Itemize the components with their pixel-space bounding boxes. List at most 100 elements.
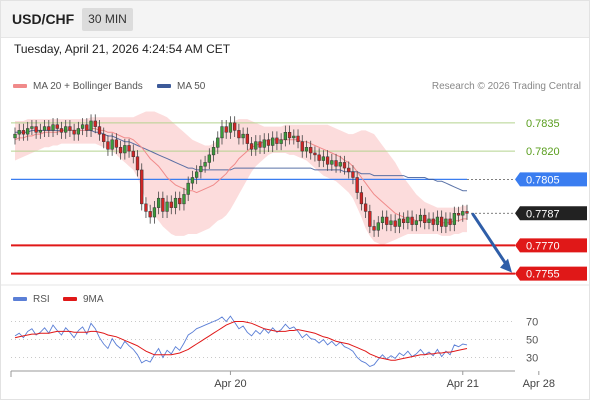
candle-body bbox=[389, 220, 393, 225]
candle bbox=[355, 170, 359, 200]
candle bbox=[55, 118, 59, 136]
candle-body bbox=[220, 126, 224, 139]
level-label-tag bbox=[515, 266, 587, 281]
candle-body bbox=[93, 120, 97, 127]
candle bbox=[148, 204, 152, 224]
candle bbox=[245, 127, 249, 151]
candle bbox=[249, 136, 254, 156]
legend-ma50: MA 50 bbox=[157, 81, 205, 92]
candle-body bbox=[287, 132, 292, 139]
candle bbox=[135, 150, 140, 177]
candle-body bbox=[309, 147, 313, 154]
candle bbox=[118, 140, 123, 160]
candle bbox=[456, 206, 461, 222]
candle bbox=[266, 133, 271, 153]
candles-group bbox=[13, 114, 469, 237]
rsi-tick-label: 30 bbox=[526, 353, 538, 365]
candle-body bbox=[195, 171, 199, 178]
candle-body bbox=[89, 120, 93, 131]
timeframe-badge[interactable]: 30 MIN bbox=[82, 8, 133, 31]
legend-swatch-ma50 bbox=[157, 84, 171, 89]
candle-body bbox=[64, 126, 68, 133]
candle bbox=[237, 123, 241, 145]
candle bbox=[368, 204, 372, 234]
candle bbox=[401, 212, 406, 230]
candle bbox=[254, 135, 258, 156]
candle-body bbox=[262, 139, 266, 148]
candle-body bbox=[292, 135, 296, 139]
candle-body bbox=[435, 216, 440, 225]
candle bbox=[76, 121, 81, 141]
candle bbox=[17, 123, 21, 141]
candle-body bbox=[13, 133, 17, 139]
candle-body bbox=[334, 160, 338, 167]
candle bbox=[287, 125, 292, 145]
candle bbox=[220, 120, 224, 145]
candle bbox=[21, 123, 26, 141]
chart-header: USD/CHF 30 MIN bbox=[1, 1, 589, 38]
candle-body bbox=[283, 132, 287, 141]
candle bbox=[182, 187, 186, 211]
candle-body bbox=[85, 124, 89, 131]
candle-body bbox=[418, 214, 423, 222]
forecast-arrow-shaft bbox=[471, 212, 509, 268]
candle-body bbox=[59, 128, 64, 133]
candle bbox=[161, 191, 165, 218]
candle bbox=[376, 216, 380, 237]
candle bbox=[380, 210, 385, 230]
candle-body bbox=[279, 139, 283, 144]
legend-label-ma50: MA 50 bbox=[177, 81, 206, 92]
candle-body bbox=[271, 137, 275, 146]
candle-body bbox=[190, 177, 195, 184]
candle-body bbox=[456, 213, 461, 216]
candle-body bbox=[127, 145, 131, 152]
candle bbox=[338, 155, 342, 173]
candle bbox=[228, 116, 233, 139]
candle bbox=[461, 204, 465, 222]
candle bbox=[359, 185, 364, 211]
candle-body bbox=[203, 162, 207, 167]
candle-body bbox=[156, 197, 161, 208]
candle-body bbox=[372, 226, 376, 231]
level-label-text: 0.7805 bbox=[526, 174, 560, 186]
candle-body bbox=[258, 141, 262, 148]
candle bbox=[444, 212, 448, 234]
candle-body bbox=[216, 137, 220, 148]
candle bbox=[106, 135, 110, 156]
candle bbox=[178, 191, 182, 211]
candle-body bbox=[330, 160, 334, 165]
candle-body bbox=[110, 139, 114, 150]
candle bbox=[410, 210, 414, 232]
rsi-tick-label: 70 bbox=[526, 317, 538, 329]
candle bbox=[207, 148, 211, 170]
candle bbox=[325, 150, 330, 171]
candle-body bbox=[114, 139, 119, 148]
level-label-tag bbox=[515, 238, 587, 253]
candle-body bbox=[338, 162, 342, 167]
candle-body bbox=[427, 218, 431, 223]
candle bbox=[64, 120, 68, 139]
candle-body bbox=[275, 137, 279, 144]
candle-body bbox=[448, 218, 452, 225]
candle-body bbox=[351, 171, 355, 178]
candle bbox=[452, 206, 456, 232]
legend-9ma: 9MA bbox=[63, 294, 104, 305]
candle-body bbox=[342, 162, 347, 169]
candle-body bbox=[465, 211, 469, 214]
legend-swatch-9ma bbox=[63, 297, 77, 302]
candle-body bbox=[325, 156, 330, 165]
candle-body bbox=[304, 147, 309, 152]
candle bbox=[393, 214, 397, 234]
candle-body bbox=[17, 130, 21, 135]
candle bbox=[258, 135, 262, 154]
candle-body bbox=[97, 126, 102, 135]
candle bbox=[216, 131, 220, 154]
candle bbox=[140, 163, 144, 211]
candle-body bbox=[355, 177, 359, 193]
candle bbox=[156, 191, 161, 215]
candle bbox=[30, 120, 34, 136]
candle bbox=[262, 133, 266, 154]
candle bbox=[418, 208, 423, 228]
